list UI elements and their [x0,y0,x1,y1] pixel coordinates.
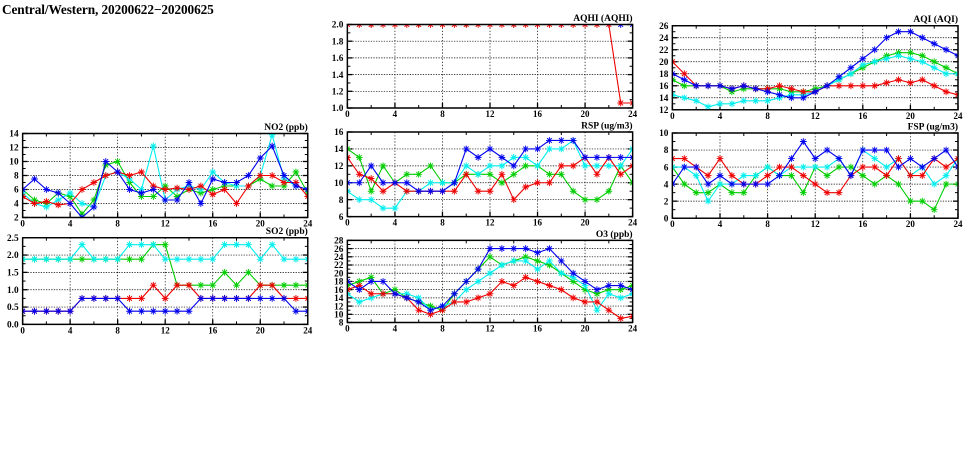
svg-text:18: 18 [659,70,669,80]
svg-text:16: 16 [334,128,344,138]
svg-text:0: 0 [20,219,25,229]
svg-text:24: 24 [628,218,638,228]
svg-text:8: 8 [115,219,120,229]
svg-text:4: 4 [664,180,669,190]
svg-text:16: 16 [858,219,868,229]
svg-text:12: 12 [9,144,19,154]
svg-text:26: 26 [659,22,669,32]
svg-text:1.0: 1.0 [332,104,344,114]
svg-text:4: 4 [14,200,19,210]
svg-text:0: 0 [670,111,675,121]
svg-text:10: 10 [659,129,669,139]
svg-text:10: 10 [334,179,344,189]
svg-text:20: 20 [256,219,266,229]
svg-text:8: 8 [440,218,445,228]
svg-text:6: 6 [339,213,344,223]
svg-text:8: 8 [115,325,120,335]
svg-text:14: 14 [9,130,19,140]
svg-text:10: 10 [9,158,19,168]
svg-text:16: 16 [533,218,543,228]
svg-text:16: 16 [533,324,543,334]
svg-text:0: 0 [20,325,25,335]
svg-text:12: 12 [659,106,669,116]
svg-text:12: 12 [486,218,496,228]
svg-text:4: 4 [718,219,723,229]
svg-text:0: 0 [664,214,669,224]
svg-text:4: 4 [68,325,73,335]
svg-text:1.0: 1.0 [7,286,19,296]
svg-text:20: 20 [906,111,916,121]
svg-text:20: 20 [581,109,591,119]
svg-text:2.0: 2.0 [332,21,344,31]
svg-text:4: 4 [68,219,73,229]
svg-text:16: 16 [533,109,543,119]
svg-text:NO2 (ppb): NO2 (ppb) [264,122,308,133]
svg-text:4: 4 [393,324,398,334]
svg-text:1.2: 1.2 [332,88,344,98]
svg-text:14: 14 [659,94,669,104]
svg-text:1.8: 1.8 [332,37,344,47]
svg-text:22: 22 [659,46,669,56]
svg-text:0.5: 0.5 [7,303,19,313]
svg-text:24: 24 [659,34,669,44]
svg-text:16: 16 [858,111,868,121]
svg-text:14: 14 [334,145,344,155]
svg-text:20: 20 [256,325,266,335]
svg-text:1.6: 1.6 [332,54,344,64]
svg-text:8: 8 [440,109,445,119]
svg-text:4: 4 [718,111,723,121]
svg-text:24: 24 [628,324,638,334]
svg-text:8: 8 [765,219,770,229]
svg-text:20: 20 [659,58,669,68]
svg-text:8: 8 [765,111,770,121]
svg-text:16: 16 [659,82,669,92]
svg-text:12: 12 [334,162,344,172]
svg-text:RSP (ug/m3): RSP (ug/m3) [581,121,632,132]
svg-text:O3 (ppb): O3 (ppb) [596,229,633,240]
svg-text:6: 6 [14,186,19,196]
svg-text:16: 16 [208,219,218,229]
svg-text:8: 8 [440,324,445,334]
svg-text:2: 2 [14,214,19,224]
svg-text:12: 12 [486,324,496,334]
svg-text:12: 12 [161,325,171,335]
svg-text:12: 12 [486,109,496,119]
svg-text:AQHI (AQHI): AQHI (AQHI) [573,13,632,24]
svg-text:8: 8 [14,172,19,182]
svg-text:12: 12 [811,111,821,121]
svg-text:12: 12 [161,219,171,229]
svg-text:16: 16 [208,325,218,335]
svg-text:8: 8 [339,196,344,206]
svg-text:2.0: 2.0 [7,251,19,261]
svg-text:8: 8 [664,146,669,156]
svg-text:1.5: 1.5 [7,269,19,279]
svg-text:24: 24 [954,111,964,121]
svg-text:20: 20 [581,324,591,334]
svg-text:FSP (ug/m3): FSP (ug/m3) [908,122,958,133]
svg-text:AQI (AQI): AQI (AQI) [913,14,958,25]
svg-text:6: 6 [664,163,669,173]
svg-text:20: 20 [581,218,591,228]
svg-text:1.4: 1.4 [332,71,344,81]
svg-text:24: 24 [628,109,638,119]
svg-text:0: 0 [670,219,675,229]
svg-text:20: 20 [906,219,916,229]
svg-text:0: 0 [345,218,350,228]
svg-text:2.5: 2.5 [7,234,19,244]
svg-text:0: 0 [345,109,350,119]
svg-text:SO2 (ppb): SO2 (ppb) [266,226,308,237]
svg-text:4: 4 [393,109,398,119]
svg-text:12: 12 [811,219,821,229]
svg-text:28: 28 [334,237,344,247]
svg-text:0.0: 0.0 [7,321,19,331]
svg-text:0: 0 [345,324,350,334]
svg-text:2: 2 [664,197,669,207]
svg-text:24: 24 [954,219,964,229]
svg-text:24: 24 [303,325,313,335]
svg-text:4: 4 [393,218,398,228]
